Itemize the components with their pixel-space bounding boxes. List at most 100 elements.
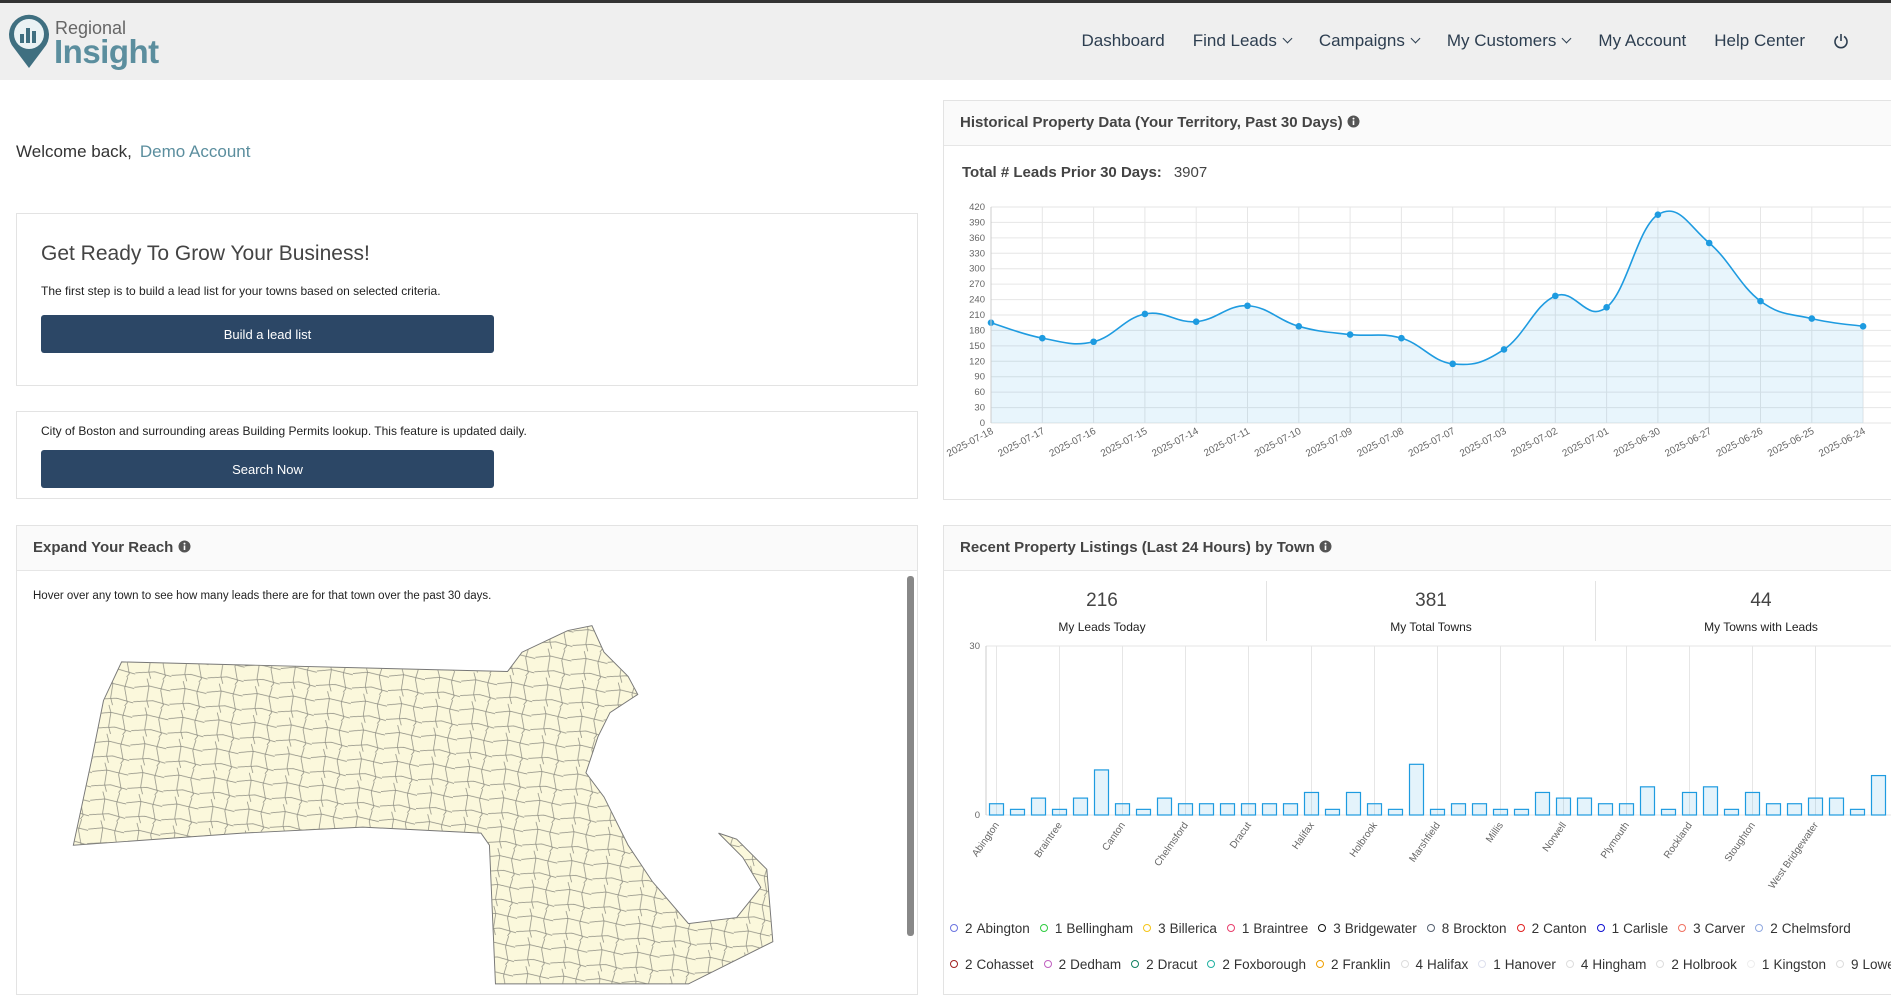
x-tick-label: 2025-06-30 (1612, 426, 1663, 460)
legend-name: Abington (977, 921, 1030, 936)
legend-swatch (1656, 960, 1664, 968)
x-tick-label: 2025-07-07 (1407, 426, 1458, 460)
legend-value: 1 (1493, 957, 1501, 972)
legend-name: Carver (1705, 921, 1746, 936)
y-tick-label: 30 (969, 641, 980, 652)
bar (1305, 792, 1319, 815)
y-tick-label: 30 (974, 403, 985, 414)
bar (1494, 809, 1508, 815)
legend-value: 2 (965, 957, 973, 972)
y-tick-label: 240 (969, 295, 985, 306)
bar (1158, 798, 1172, 815)
bar (1116, 804, 1130, 815)
legend-swatch (1427, 924, 1435, 932)
bar (1200, 804, 1214, 815)
y-tick-label: 270 (969, 279, 985, 290)
x-tick-label: Millis (1484, 820, 1506, 845)
y-tick-label: 150 (969, 341, 985, 352)
x-tick-label: West Bridgewater (1767, 820, 1822, 891)
legend-name: Chelmsford (1782, 921, 1851, 936)
y-tick-label: 390 (969, 217, 985, 228)
bar (1536, 792, 1550, 815)
point (1809, 315, 1816, 322)
legend-swatch (1401, 960, 1409, 968)
point (1552, 293, 1559, 300)
legend-value: 1 (1612, 921, 1620, 936)
legend-name: Brockton (1453, 921, 1506, 936)
point (1296, 323, 1303, 330)
legend-name: Foxborough (1234, 957, 1306, 972)
x-tick-label: 2025-07-14 (1150, 426, 1201, 460)
point (1655, 211, 1662, 218)
legend-value: 2 (965, 921, 973, 936)
x-tick-label: 2025-06-24 (1817, 426, 1868, 460)
x-tick-label: 2025-07-08 (1355, 426, 1406, 460)
legend-name: Bellingham (1066, 921, 1133, 936)
y-tick-label: 210 (969, 310, 985, 321)
legend-value: 2 (1146, 957, 1154, 972)
bar (1515, 809, 1529, 815)
legend-entry[interactable]: 3 Bridgewater (1318, 910, 1417, 946)
legend-name: Halifax (1427, 957, 1468, 972)
x-tick-label: 2025-07-10 (1253, 426, 1304, 460)
legend-name: Hingham (1592, 957, 1646, 972)
point (1603, 304, 1610, 311)
point (1347, 331, 1354, 338)
bar (1263, 804, 1277, 815)
legend-name: Dracut (1158, 957, 1198, 972)
x-tick-label: 2025-07-18 (945, 426, 996, 460)
legend-swatch (1143, 924, 1151, 932)
bar (1389, 809, 1403, 815)
x-tick-label: Halifax (1290, 820, 1317, 851)
legend-swatch (1478, 960, 1486, 968)
y-tick-label: 300 (969, 264, 985, 275)
legend-entry[interactable]: 2 Abington (950, 910, 1030, 946)
bar (1053, 809, 1067, 815)
y-tick-label: 90 (974, 372, 985, 383)
legend-swatch (1755, 924, 1763, 932)
x-tick-label: Stoughton (1723, 820, 1758, 864)
bar (1788, 804, 1802, 815)
x-tick-label: Norwell (1541, 820, 1569, 854)
point (1090, 338, 1097, 345)
legend-swatch (1227, 924, 1235, 932)
legend-entry[interactable]: 9Lowell (1836, 946, 1891, 982)
x-tick-label: 2025-06-25 (1766, 426, 1817, 460)
x-tick-label: Chelmsford (1153, 820, 1191, 868)
legend-value: 3 (1333, 921, 1341, 936)
point (1860, 323, 1867, 330)
bar (1746, 792, 1760, 815)
x-tick-label: Plymouth (1599, 820, 1632, 860)
legend-entry[interactable]: 2 Dracut (1131, 946, 1197, 982)
legend-value: 3 (1158, 921, 1166, 936)
bar (1683, 792, 1697, 815)
legend-value: 2 (1671, 957, 1679, 972)
bar (1641, 787, 1655, 815)
legend-name: Bridgewater (1345, 921, 1417, 936)
bar (1284, 804, 1298, 815)
legend-name: Lowell (1863, 957, 1891, 972)
bar (1368, 804, 1382, 815)
x-tick-label: Marshfield (1407, 820, 1442, 864)
bar (1809, 798, 1823, 815)
legend-value: 1 (1762, 957, 1770, 972)
legend-name: Carlisle (1623, 921, 1668, 936)
